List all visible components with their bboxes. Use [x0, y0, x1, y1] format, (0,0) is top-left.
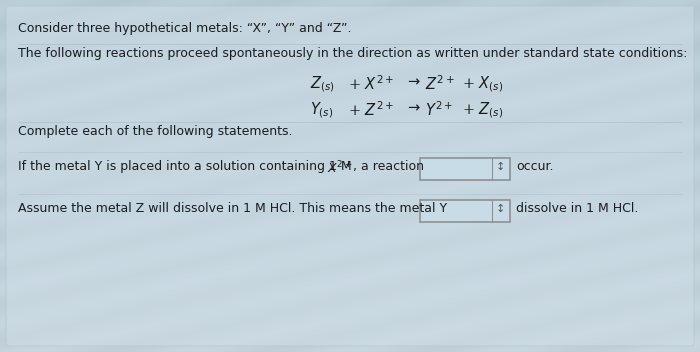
Text: $X^{2+}$: $X^{2+}$: [327, 160, 353, 177]
Text: + $Z^{2+}$: + $Z^{2+}$: [348, 100, 394, 119]
Text: + $Z_{(s)}$: + $Z_{(s)}$: [462, 100, 503, 120]
Text: ↕: ↕: [496, 162, 505, 172]
Text: + $X_{(s)}$: + $X_{(s)}$: [462, 74, 503, 94]
Bar: [420, 158, 510, 180]
Text: $Y^{2+}$: $Y^{2+}$: [425, 100, 453, 119]
Text: Complete each of the following statements.: Complete each of the following statement…: [18, 125, 293, 138]
FancyBboxPatch shape: [6, 6, 694, 346]
Text: If the metal Y is placed into a solution containing 1 M: If the metal Y is placed into a solution…: [18, 160, 356, 173]
Text: $\rightarrow$: $\rightarrow$: [405, 74, 421, 88]
Text: ↕: ↕: [496, 204, 505, 214]
Text: $Z_{(s)}$: $Z_{(s)}$: [310, 74, 335, 94]
Text: Assume the metal Z will dissolve in 1 M HCl. This means the metal Y: Assume the metal Z will dissolve in 1 M …: [18, 202, 447, 215]
Text: , a reaction: , a reaction: [353, 160, 424, 173]
Text: The following reactions proceed spontaneously in the direction as written under : The following reactions proceed spontane…: [18, 47, 687, 60]
Text: dissolve in 1 M HCl.: dissolve in 1 M HCl.: [516, 202, 638, 215]
Text: occur.: occur.: [516, 160, 554, 173]
Text: $Z^{2+}$: $Z^{2+}$: [425, 74, 454, 93]
Bar: [420, 200, 510, 222]
Text: $Y_{(s)}$: $Y_{(s)}$: [310, 100, 333, 120]
Text: $\rightarrow$: $\rightarrow$: [405, 100, 421, 114]
Text: + $X^{2+}$: + $X^{2+}$: [348, 74, 394, 93]
Text: Consider three hypothetical metals: “X”, “Y” and “Z”.: Consider three hypothetical metals: “X”,…: [18, 22, 351, 35]
